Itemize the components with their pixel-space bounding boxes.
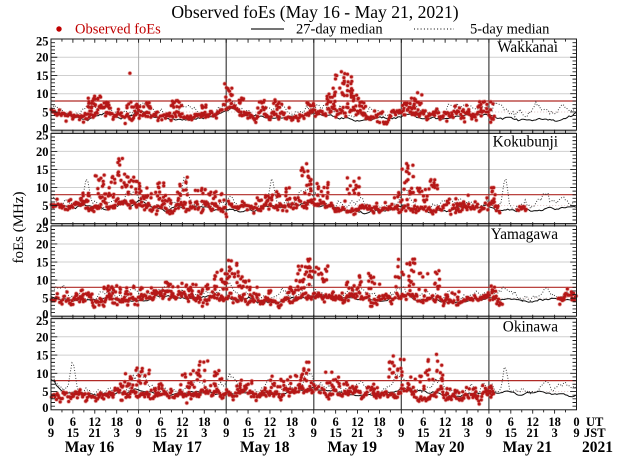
svg-text:15: 15 (154, 426, 167, 440)
svg-text:15: 15 (36, 349, 49, 363)
svg-text:0: 0 (486, 415, 492, 429)
svg-text:25: 25 (36, 221, 49, 235)
svg-text:Yamagawa: Yamagawa (491, 226, 558, 243)
svg-text:Okinawa: Okinawa (503, 319, 558, 336)
svg-text:Kokubunji: Kokubunji (493, 133, 558, 150)
svg-text:3: 3 (114, 426, 120, 440)
svg-text:9: 9 (223, 426, 229, 440)
svg-text:25: 25 (36, 34, 49, 48)
svg-text:21: 21 (526, 426, 539, 440)
svg-text:0: 0 (223, 415, 229, 429)
svg-text:15: 15 (505, 426, 518, 440)
svg-text:6: 6 (157, 415, 163, 429)
svg-text:JST: JST (584, 426, 606, 440)
svg-text:20: 20 (36, 330, 49, 344)
svg-text:9: 9 (135, 426, 141, 440)
svg-text:UT: UT (586, 415, 604, 429)
svg-text:21: 21 (264, 426, 277, 440)
svg-text:20: 20 (36, 51, 49, 65)
svg-text:May 16: May 16 (65, 439, 115, 456)
svg-text:6: 6 (508, 415, 514, 429)
svg-text:0: 0 (48, 415, 54, 429)
svg-text:10: 10 (36, 274, 49, 288)
svg-text:3: 3 (289, 426, 295, 440)
svg-text:9: 9 (48, 426, 54, 440)
svg-text:5: 5 (42, 106, 48, 120)
svg-text:21: 21 (439, 426, 452, 440)
svg-text:15: 15 (36, 163, 49, 177)
svg-text:9: 9 (573, 426, 579, 440)
svg-text:0: 0 (42, 215, 48, 229)
svg-text:5: 5 (42, 385, 48, 399)
svg-text:Observed foEs (May 16 - May 21: Observed foEs (May 16 - May 21, 2021) (171, 2, 458, 22)
svg-text:15: 15 (242, 426, 255, 440)
svg-text:10: 10 (36, 87, 49, 101)
svg-text:Wakkanai: Wakkanai (497, 39, 558, 56)
svg-text:18: 18 (548, 415, 561, 429)
svg-text:6: 6 (332, 415, 338, 429)
svg-text:18: 18 (373, 415, 386, 429)
svg-text:2021: 2021 (582, 439, 613, 456)
svg-text:5-day median: 5-day median (470, 22, 550, 38)
svg-text:9: 9 (486, 426, 492, 440)
svg-text:12: 12 (526, 415, 539, 429)
svg-text:18: 18 (286, 415, 299, 429)
svg-text:18: 18 (198, 415, 211, 429)
svg-text:15: 15 (329, 426, 342, 440)
svg-text:18: 18 (110, 415, 123, 429)
svg-text:25: 25 (36, 129, 49, 143)
svg-text:May 19: May 19 (327, 439, 377, 456)
svg-text:6: 6 (245, 415, 251, 429)
svg-text:foEs (MHz): foEs (MHz) (11, 191, 27, 263)
svg-text:3: 3 (201, 426, 207, 440)
svg-text:15: 15 (36, 69, 49, 83)
svg-text:12: 12 (264, 415, 277, 429)
svg-text:5: 5 (42, 292, 48, 306)
svg-text:27-day median: 27-day median (296, 22, 383, 38)
svg-text:12: 12 (176, 415, 189, 429)
svg-text:May 21: May 21 (503, 439, 553, 456)
svg-text:0: 0 (42, 121, 48, 135)
svg-text:21: 21 (176, 426, 189, 440)
svg-text:10: 10 (36, 367, 49, 381)
svg-text:0: 0 (311, 415, 317, 429)
svg-text:3: 3 (551, 426, 557, 440)
svg-text:0: 0 (398, 415, 404, 429)
svg-text:9: 9 (311, 426, 317, 440)
svg-text:9: 9 (398, 426, 404, 440)
svg-text:0: 0 (573, 415, 579, 429)
svg-text:12: 12 (439, 415, 452, 429)
svg-text:0: 0 (42, 401, 48, 415)
svg-text:5: 5 (42, 199, 48, 213)
svg-text:20: 20 (36, 145, 49, 159)
svg-text:3: 3 (376, 426, 382, 440)
svg-text:15: 15 (36, 256, 49, 270)
svg-text:21: 21 (351, 426, 364, 440)
svg-text:0: 0 (42, 307, 48, 321)
svg-text:12: 12 (351, 415, 364, 429)
svg-text:0: 0 (135, 415, 141, 429)
svg-text:3: 3 (464, 426, 470, 440)
svg-text:May 18: May 18 (240, 439, 290, 456)
svg-text:21: 21 (89, 426, 102, 440)
svg-text:12: 12 (89, 415, 102, 429)
svg-text:10: 10 (36, 181, 49, 195)
svg-text:15: 15 (417, 426, 430, 440)
svg-text:25: 25 (36, 314, 49, 328)
svg-text:May 20: May 20 (415, 439, 465, 456)
svg-text:May 17: May 17 (152, 439, 202, 456)
svg-text:15: 15 (67, 426, 80, 440)
svg-text:18: 18 (461, 415, 474, 429)
svg-text:20: 20 (36, 238, 49, 252)
svg-text:6: 6 (420, 415, 426, 429)
svg-text:6: 6 (70, 415, 76, 429)
svg-text:Observed foEs: Observed foEs (75, 22, 161, 38)
